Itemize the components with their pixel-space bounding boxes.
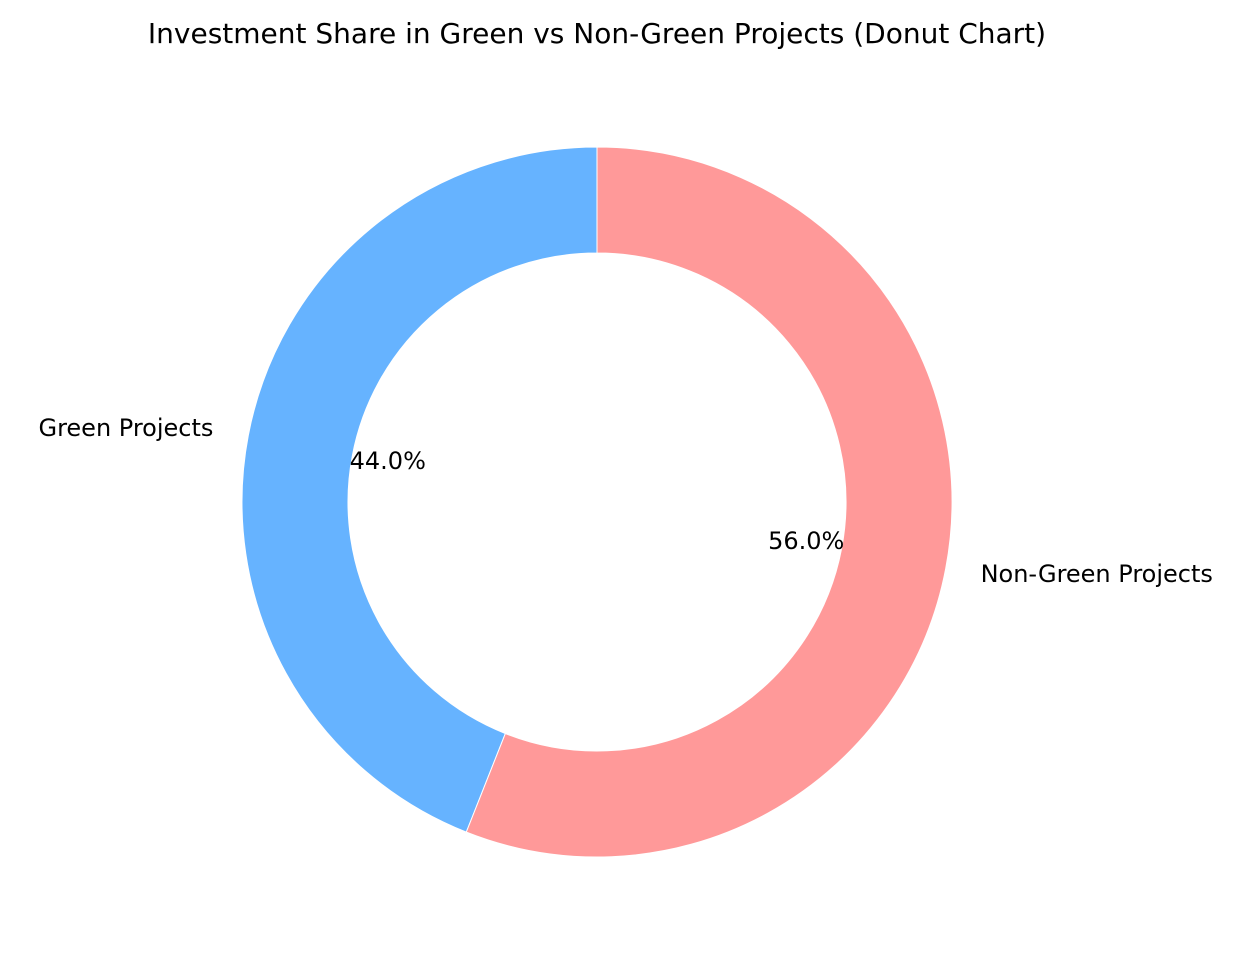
slice-label: Non-Green Projects <box>981 560 1213 588</box>
slice-percent-label: 44.0% <box>350 447 426 475</box>
slice-green-projects <box>241 146 598 833</box>
slices-layer <box>241 146 953 858</box>
labels-layer: Green Projects 44.0% Non-Green Projects 56.… <box>38 414 1212 588</box>
chart-title: Investment Share in Green vs Non-Green P… <box>148 17 1046 50</box>
slice-percent-label: 56.0% <box>768 527 844 555</box>
slice-label: Green Projects <box>38 414 213 442</box>
slice-non-green-projects <box>465 146 953 858</box>
